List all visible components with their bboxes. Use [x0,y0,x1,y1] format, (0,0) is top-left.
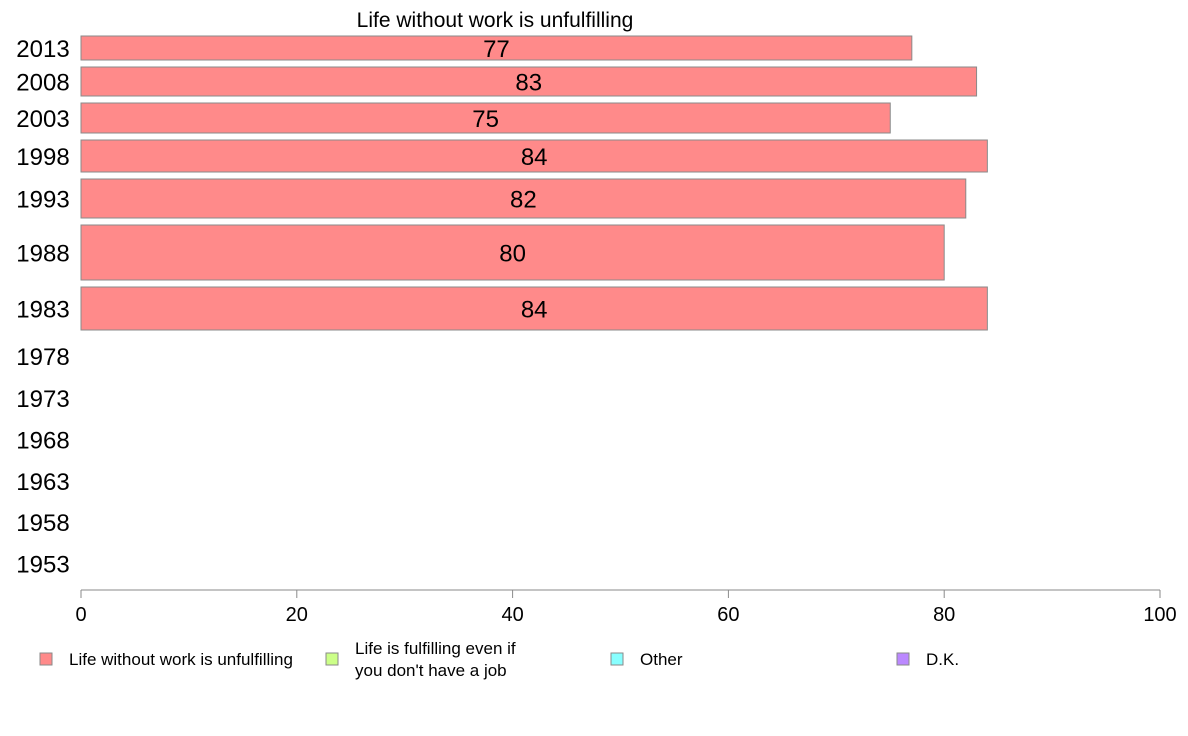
chart-title: Life without work is unfulfilling [357,9,634,32]
data-label: 77 [483,36,510,63]
data-label: 80 [499,241,526,268]
bar [80,102,891,134]
legend-swatch [39,652,53,666]
bar [80,139,988,173]
bar [80,286,988,331]
legend-swatch [896,652,910,666]
y-tick-label: 1993 [16,187,69,214]
x-tick-label: 20 [286,604,308,626]
legend-label: Life is fulfilling even if you don't have… [355,639,516,680]
y-tick-label: 1978 [16,344,69,371]
y-tick-label: 1958 [16,510,69,537]
x-tick-label: 80 [933,604,955,626]
y-tick-label: 2003 [16,106,69,133]
data-label: 75 [472,106,499,133]
bar [80,224,945,281]
y-tick-label: 2013 [16,36,69,63]
y-tick-label: 1973 [16,386,69,413]
legend-label: Life without work is unfulfilling [69,650,293,669]
data-label: 84 [521,144,548,171]
x-tick-label: 40 [501,604,523,626]
legend: Life without work is unfulfilling Life is… [39,639,959,680]
bars-layer [80,35,988,331]
legend-swatch [610,652,624,666]
y-tick-label: 2008 [16,70,69,97]
y-tick-label: 1968 [16,428,69,455]
x-tick-label: 0 [75,604,86,626]
x-axis: 0 20 40 60 80 100 [75,589,1177,626]
legend-swatch [325,652,339,666]
y-tick-label: 1988 [16,241,69,268]
legend-label: Other [640,650,683,669]
y-axis: 2013 2008 2003 1998 1993 1988 1983 1978 1973 1968… [16,36,69,579]
data-label: 83 [515,70,542,97]
x-tick-label: 60 [717,604,739,626]
bar [80,66,978,97]
y-tick-label: 1983 [16,297,69,324]
legend-label: D.K. [926,650,959,669]
y-tick-label: 1953 [16,552,69,579]
bar [80,35,913,61]
y-tick-label: 1998 [16,144,69,171]
data-label: 82 [510,187,537,214]
x-tick-label: 100 [1143,604,1176,626]
data-label: 84 [521,297,548,324]
y-tick-label: 1963 [16,469,69,496]
bar [80,178,967,219]
